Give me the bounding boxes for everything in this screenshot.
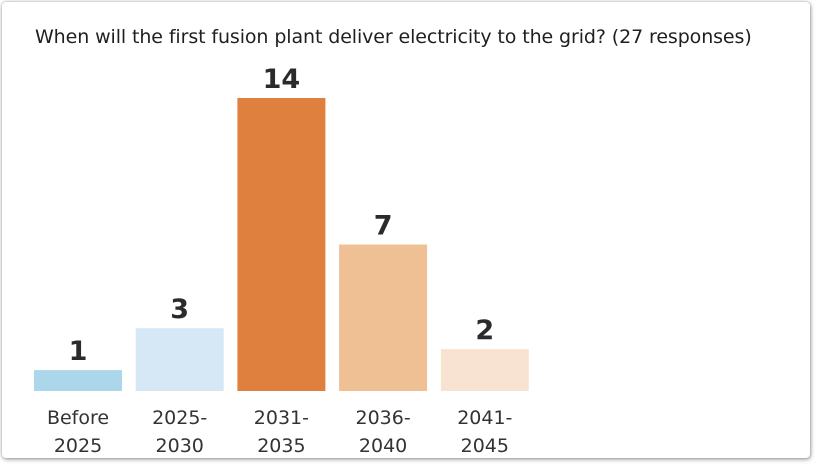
bar-3 (339, 244, 428, 391)
value-labels-layer: 1 3 14 7 2 (69, 64, 495, 367)
bar-0 (34, 370, 122, 391)
x-tick-label-3-line-0: 2036- (355, 407, 410, 429)
bars-layer (34, 98, 529, 391)
x-tick-labels-layer: Before 2025 2025- 2030 2031- 2035 2036- 2040 204… (47, 407, 512, 457)
bar-value-label-4: 2 (475, 315, 494, 346)
bar-value-label-3: 7 (374, 211, 393, 242)
x-tick-label-2-line-0: 2031- (254, 407, 309, 429)
x-tick-label-0-line-0: Before (47, 407, 109, 429)
x-tick-label-4-line-1: 2045 (461, 435, 509, 457)
x-tick-label-2-line-1: 2035 (257, 435, 305, 457)
chart-title: When will the first fusion plant deliver… (35, 26, 752, 48)
x-tick-label-3-line-1: 2040 (359, 435, 407, 457)
bar-value-label-0: 1 (69, 336, 88, 367)
bar-4 (440, 349, 529, 391)
bar-2 (237, 98, 326, 391)
x-tick-label-4-line-0: 2041- (457, 407, 512, 429)
bar-value-label-2: 14 (263, 64, 301, 95)
x-tick-label-1-line-0: 2025- (152, 407, 207, 429)
x-tick-label-0-line-1: 2025 (54, 435, 102, 457)
x-tick-label-1-line-1: 2030 (156, 435, 204, 457)
bar-value-label-1: 3 (170, 294, 189, 325)
bar-1 (135, 328, 224, 391)
